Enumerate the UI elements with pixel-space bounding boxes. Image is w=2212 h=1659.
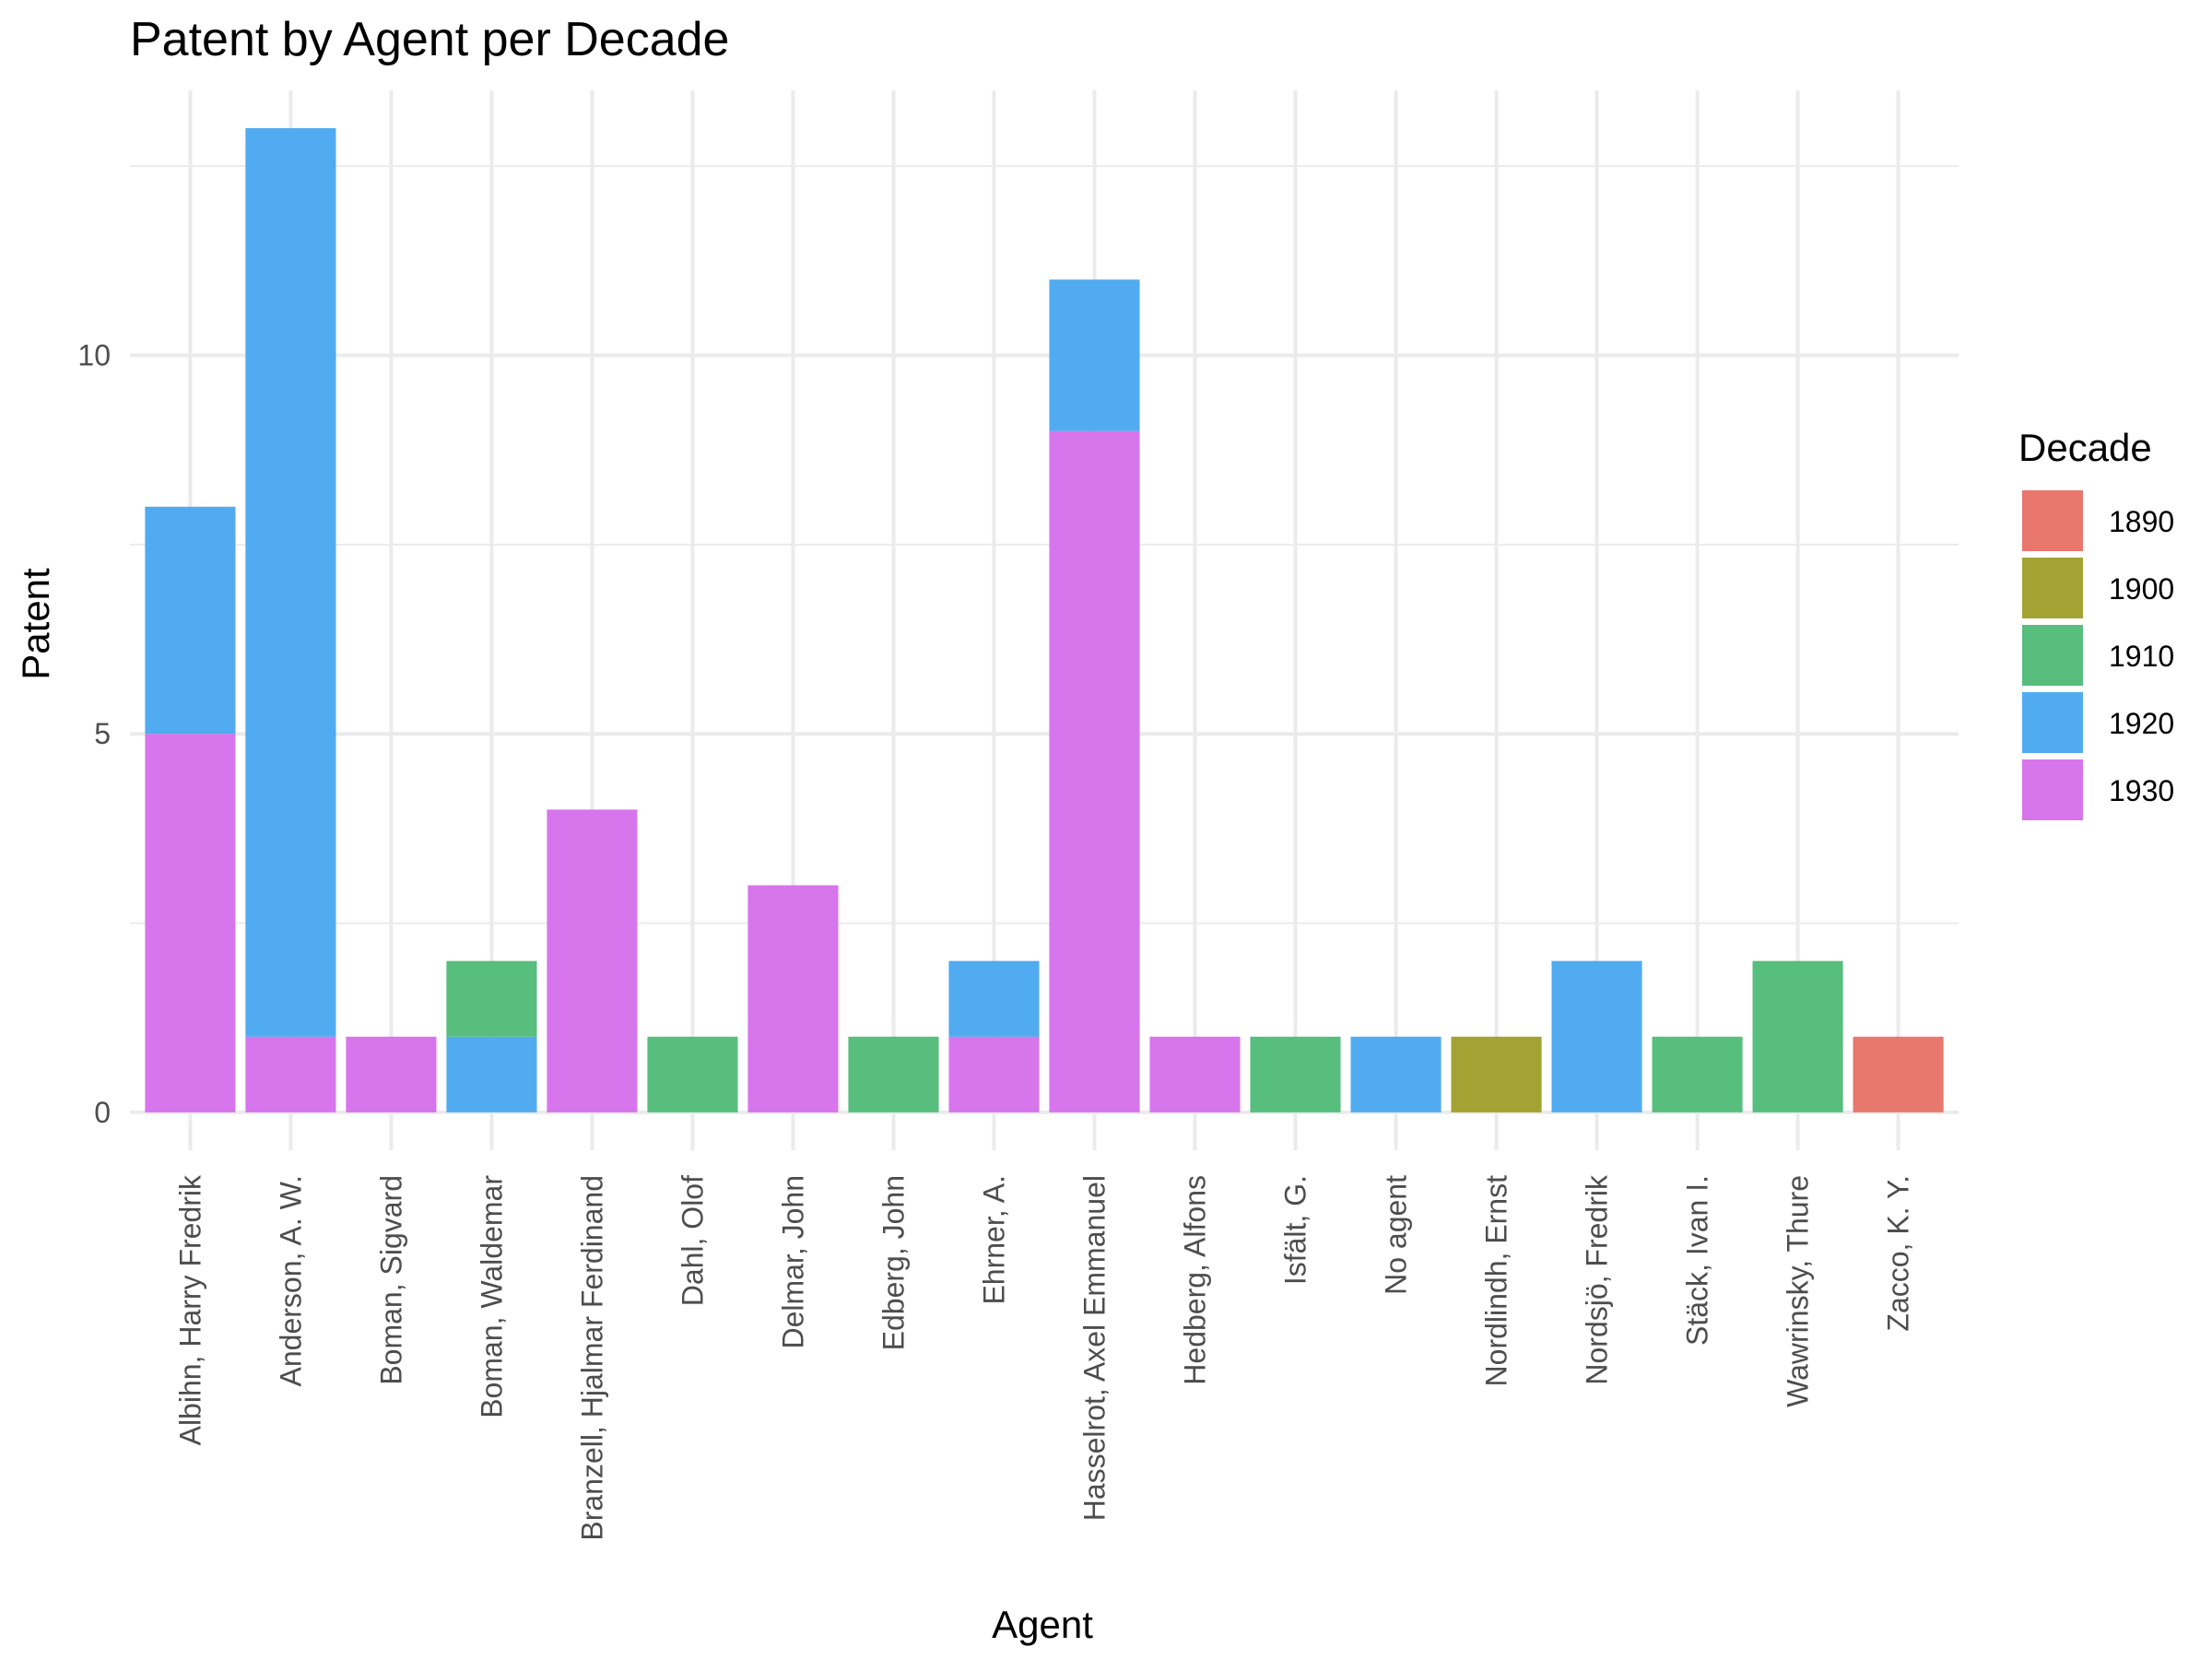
y-tick-label: 0 [94,1096,111,1129]
x-tick-label: Stäck, Ivan I. [1681,1175,1714,1346]
y-axis-title: Patent [14,568,57,680]
minor-gridlines [130,166,1959,923]
x-tick-label: Delmar, John [776,1175,809,1349]
legend-key-1910 [2022,625,2083,686]
legend: Decade 1890 1900 1910 1920 1930 [2018,426,2174,820]
bar-segment-1920 [245,128,335,1037]
x-tick-label: Hasselrot, Axel Emmanuel [1078,1175,1112,1521]
legend-key-1920 [2022,692,2083,753]
x-tick-label: Boman, Waldemar [475,1175,508,1418]
legend-label: 1890 [2109,505,2174,538]
chart-title: Patent by Agent per Decade [130,13,729,66]
x-tick-label: Wawrinsky, Thure [1782,1175,1815,1407]
legend-label: 1930 [2109,774,2174,807]
legend-title: Decade [2018,426,2152,469]
y-tick-label: 10 [77,339,111,372]
y-axis-tick-labels: 0 5 10 [77,339,111,1129]
x-tick-label: Albihn, Harry Fredrik [173,1174,206,1445]
bar-segment-1920 [948,961,1039,1037]
legend-key-1930 [2022,759,2083,820]
bar-segment-1910 [446,961,536,1037]
x-tick-label: Nordsjö, Fredrik [1581,1174,1614,1385]
bars [145,128,1943,1112]
bar-segment-1910 [1653,1037,1743,1112]
bar-segment-1900 [1451,1037,1541,1112]
bar-segment-1930 [747,886,838,1112]
bar-segment-1910 [1753,961,1843,1112]
bar-segment-1890 [1853,1037,1944,1112]
bar-segment-1910 [848,1037,938,1112]
bar-segment-1930 [547,809,637,1112]
bar-segment-1910 [1250,1037,1340,1112]
bar-segment-1930 [145,734,235,1112]
bar-segment-1920 [1552,961,1642,1112]
bar-segment-1920 [145,507,235,734]
bar-segment-1930 [948,1037,1039,1112]
x-tick-label: No agent [1380,1175,1413,1295]
bar-segment-1930 [346,1037,436,1112]
bar-segment-1930 [1149,1037,1240,1112]
x-tick-label: Ehrner, A. [977,1175,1010,1305]
x-tick-label: Hedberg, Alfons [1179,1175,1212,1385]
bar-segment-1930 [245,1037,335,1112]
x-tick-label: Edberg, John [877,1175,910,1350]
x-tick-label: Zacco, K. Y. [1882,1175,1915,1332]
y-tick-label: 5 [94,717,111,750]
x-tick-label: Dahl, Olof [676,1175,709,1306]
major-gridlines [130,90,1959,1150]
legend-label: 1920 [2109,707,2174,740]
bar-segment-1910 [647,1037,737,1112]
x-tick-label: Anderson, A. W. [274,1175,307,1386]
x-tick-label: Nordlindh, Ernst [1480,1175,1513,1387]
x-axis-title: Agent [992,1603,1093,1646]
bar-segment-1920 [1049,279,1139,430]
bar-segment-1930 [1049,431,1139,1112]
legend-label: 1910 [2109,640,2174,673]
legend-items: 1890 1900 1910 1920 1930 [2022,490,2174,820]
bar-segment-1920 [446,1037,536,1112]
legend-label: 1900 [2109,572,2174,606]
bar-segment-1920 [1350,1037,1441,1112]
x-tick-label: Branzell, Hjalmar Ferdinand [575,1175,608,1541]
x-tick-label: Isfält, G. [1279,1175,1312,1285]
x-axis-tick-labels: Albihn, Harry Fredrik Anderson, A. W. Boma… [173,1174,1914,1541]
legend-key-1900 [2022,558,2083,618]
x-tick-label: Boman, Sigvard [374,1175,407,1385]
legend-key-1890 [2022,490,2083,551]
